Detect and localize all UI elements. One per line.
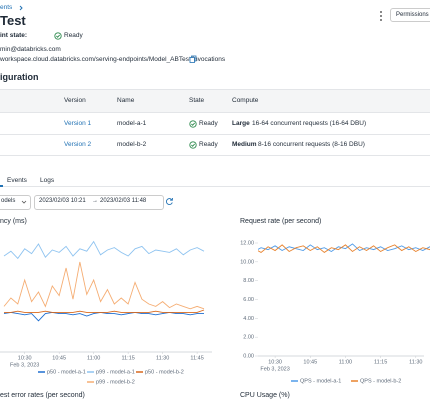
y-tick-label: 2.00 [243, 335, 254, 341]
compute-size: Large [232, 120, 250, 127]
series-line [3, 261, 205, 310]
legend-label: p99 - model-a-1 [96, 369, 135, 375]
copy-icon[interactable] [189, 55, 197, 63]
table-header [0, 89, 430, 113]
ready-icon [189, 120, 197, 128]
models-label: odels [1, 198, 16, 204]
chart-title: CPU Usage (%) [240, 392, 290, 399]
version-link[interactable]: Version 2 [64, 141, 92, 148]
x-tick-label: 11:15 [374, 359, 387, 365]
legend-label: p50 - model-b-2 [145, 369, 184, 375]
x-tick-label: 11:30 [409, 359, 422, 365]
series-line [258, 244, 430, 253]
chart-title: Request rate (per second) [240, 218, 322, 225]
model-name: model-a-1 [117, 120, 147, 127]
model-name: model-b-2 [117, 141, 147, 148]
x-tick-label: 11:15 [121, 355, 134, 361]
column-header: Compute [232, 97, 259, 104]
active-tab-underline [0, 185, 3, 187]
section-title: iguration [0, 72, 39, 82]
chart-title: est error rates (per second) [0, 392, 85, 399]
series-line [4, 309, 205, 313]
row-divider [0, 155, 430, 156]
dropdown-chevron [21, 200, 27, 204]
y-tick-label: 10.00 [240, 259, 254, 265]
ready-icon [189, 141, 197, 149]
ready-icon [54, 32, 62, 40]
state: Ready [64, 32, 83, 39]
column-header: Version [64, 97, 86, 104]
x-tick-label: 10:45 [52, 355, 66, 361]
plot [258, 243, 430, 253]
row-divider [0, 134, 430, 135]
range-arrow: → [92, 198, 98, 204]
x-tick-sublabel: Feb 3, 2023 [10, 362, 39, 368]
y-tick-label: 0.00 [243, 353, 254, 359]
state-label: int state: [0, 32, 28, 39]
x-tick-sublabel: Feb 3, 2023 [260, 366, 289, 372]
y-tick-label: 12.00 [240, 240, 254, 246]
series-line [3, 311, 204, 322]
creator: min@databricks.com [0, 46, 61, 53]
x-tick-label: 11:45 [190, 355, 203, 361]
x-tick-label: 11:30 [156, 355, 169, 361]
plot [3, 240, 205, 322]
x-tick-label: 10:45 [303, 359, 317, 365]
kebab-menu[interactable] [376, 10, 386, 22]
end-date: 2023/02/03 11:48 [100, 198, 147, 204]
x-tick-label: 11:00 [87, 355, 100, 361]
tab[interactable]: Logs [40, 177, 55, 184]
chart-title: ncy (ms) [0, 218, 27, 225]
legend-label: p50 - model-a-1 [47, 369, 86, 375]
tab[interactable]: Events [7, 177, 27, 184]
url: workspace.cloud.databricks.com/serving-e… [0, 56, 226, 63]
legend-label: p99 - model-b-2 [96, 379, 135, 385]
tabs-divider [0, 186, 430, 187]
x-tick-label: 11:00 [339, 359, 352, 365]
models-dropdown[interactable] [0, 195, 31, 210]
refresh-icon[interactable] [165, 197, 174, 206]
compute-size: Medium [232, 141, 257, 148]
series-line [258, 243, 430, 253]
state: Ready [199, 120, 218, 127]
compute: 16-64 concurrent requests (16-64 DBU) [252, 120, 367, 127]
column-header: Name [117, 97, 135, 104]
compute: 8-16 concurrent requests (8-16 DBU) [258, 141, 365, 148]
page-title: Test [0, 13, 26, 28]
permissions-button[interactable]: Permissions [390, 8, 430, 22]
legend-label: QPS - model-a-1 [300, 378, 341, 384]
x-tick-label: 10:30 [268, 359, 282, 365]
y-tick-label: 6.00 [243, 297, 254, 303]
y-tick-label: 8.00 [243, 278, 254, 284]
version-link[interactable]: Version 1 [64, 120, 92, 127]
date-range-picker[interactable] [34, 195, 164, 210]
state: Ready [199, 141, 218, 148]
x-tick-label: 10:30 [18, 355, 32, 361]
legend-label: QPS - model-b-2 [360, 378, 401, 384]
breadcrumb[interactable]: ents [0, 4, 13, 11]
series-line [3, 240, 205, 260]
chevron [19, 5, 23, 11]
y-tick-label: 4.00 [243, 316, 254, 322]
column-header: State [189, 97, 205, 104]
start-date: 2023/02/03 10:21 [39, 198, 86, 204]
